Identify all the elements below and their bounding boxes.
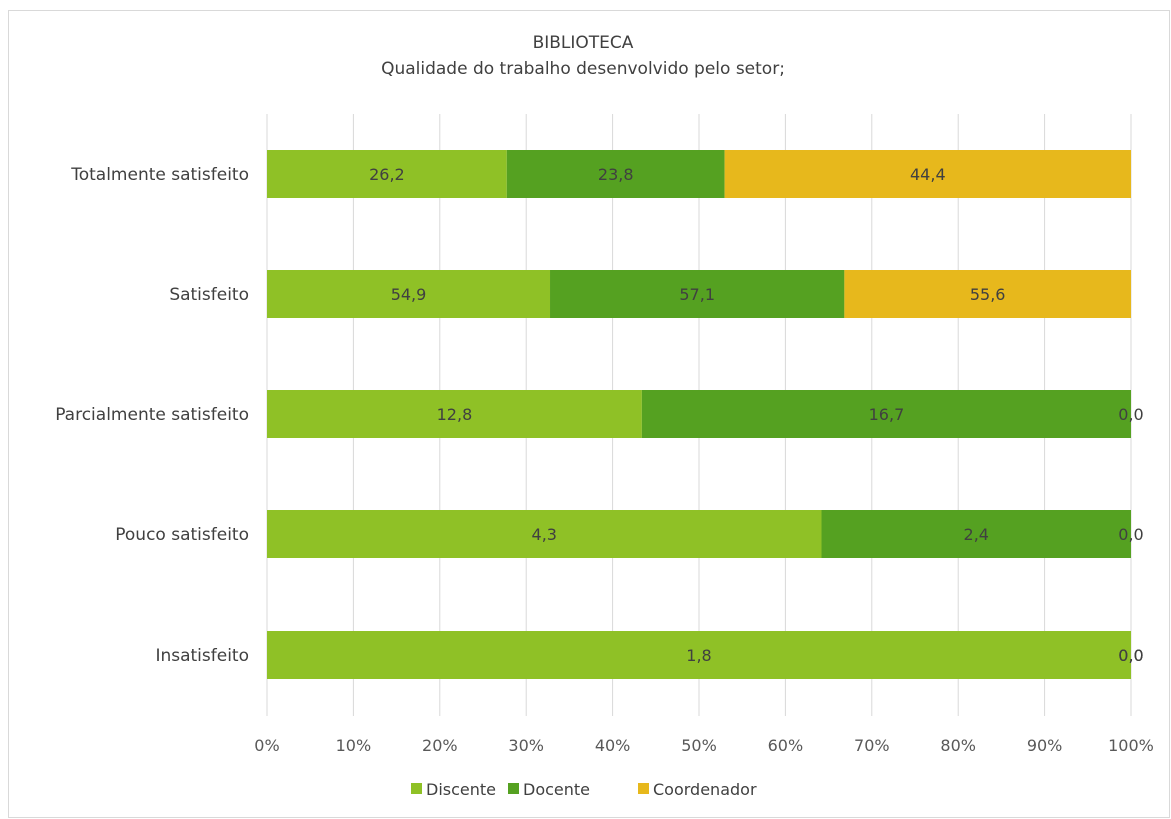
bar-discente [267,270,551,318]
bar-coordenador [724,150,1131,198]
x-tick-label: 0% [254,736,279,755]
bar-discente [267,510,822,558]
chart-subtitle: Qualidade do trabalho desenvolvido pelo … [381,59,785,79]
legend-swatch [411,783,422,794]
bar-docente [641,390,1131,438]
data-label: 54,9 [391,285,427,304]
bar-discente [267,390,642,438]
data-label: 55,6 [970,285,1006,304]
x-tick-label: 20% [422,736,458,755]
x-tick-label: 80% [940,736,976,755]
data-label: 12,8 [437,405,473,424]
legend-swatch [508,783,519,794]
category-label: Pouco satisfeito [115,525,249,545]
bar-docente [821,510,1131,558]
legend-label: Docente [523,780,590,799]
bar-docente [506,150,725,198]
category-label: Insatisfeito [155,646,249,666]
legend-label: Discente [426,780,496,799]
category-label: Satisfeito [169,285,249,305]
category-label: Parcialmente satisfeito [55,405,249,425]
data-label: 23,8 [598,165,634,184]
bar-discente [267,150,507,198]
x-tick-label: 30% [508,736,544,755]
data-label: 0,0 [1118,525,1143,544]
bar-discente [267,631,1131,679]
x-tick-label: 40% [595,736,631,755]
x-tick-label: 60% [768,736,804,755]
x-tick-label: 10% [336,736,372,755]
chart-title: BIBLIOTECA [533,33,634,53]
x-tick-label: 90% [1027,736,1063,755]
data-label: 0,0 [1118,646,1143,665]
data-label: 4,3 [532,525,557,544]
category-label: Totalmente satisfeito [70,165,249,185]
legend-swatch [638,783,649,794]
data-label: 0,0 [1118,646,1143,665]
bar-coordenador [844,270,1131,318]
x-tick-label: 100% [1108,736,1154,755]
data-label: 57,1 [679,285,715,304]
data-label: 26,2 [369,165,405,184]
data-label: 0,0 [1118,405,1143,424]
x-tick-label: 50% [681,736,717,755]
data-label: 16,7 [869,405,905,424]
data-label: 44,4 [910,165,946,184]
legend-label: Coordenador [653,780,757,799]
data-label: 2,4 [964,525,989,544]
data-label: 1,8 [686,646,711,665]
bar-docente [550,270,845,318]
x-tick-label: 70% [854,736,890,755]
